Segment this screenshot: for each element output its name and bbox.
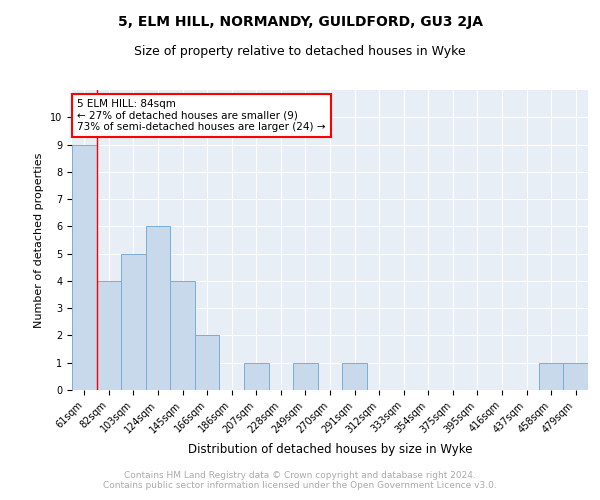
Bar (539, 362, 563, 390)
Bar (195, 336, 220, 390)
Bar (146, 226, 170, 390)
Bar (170, 281, 195, 390)
Text: Size of property relative to detached houses in Wyke: Size of property relative to detached ho… (134, 45, 466, 58)
Text: Contains HM Land Registry data © Crown copyright and database right 2024.
Contai: Contains HM Land Registry data © Crown c… (103, 470, 497, 490)
Y-axis label: Number of detached properties: Number of detached properties (34, 152, 44, 328)
X-axis label: Distribution of detached houses by size in Wyke: Distribution of detached houses by size … (188, 443, 472, 456)
Bar (121, 254, 146, 390)
Bar (72, 144, 97, 390)
Bar (563, 362, 588, 390)
Bar (342, 362, 367, 390)
Bar (244, 362, 269, 390)
Bar (97, 281, 121, 390)
Text: 5 ELM HILL: 84sqm
← 27% of detached houses are smaller (9)
73% of semi-detached : 5 ELM HILL: 84sqm ← 27% of detached hous… (77, 99, 326, 132)
Text: 5, ELM HILL, NORMANDY, GUILDFORD, GU3 2JA: 5, ELM HILL, NORMANDY, GUILDFORD, GU3 2J… (118, 15, 482, 29)
Bar (293, 362, 318, 390)
